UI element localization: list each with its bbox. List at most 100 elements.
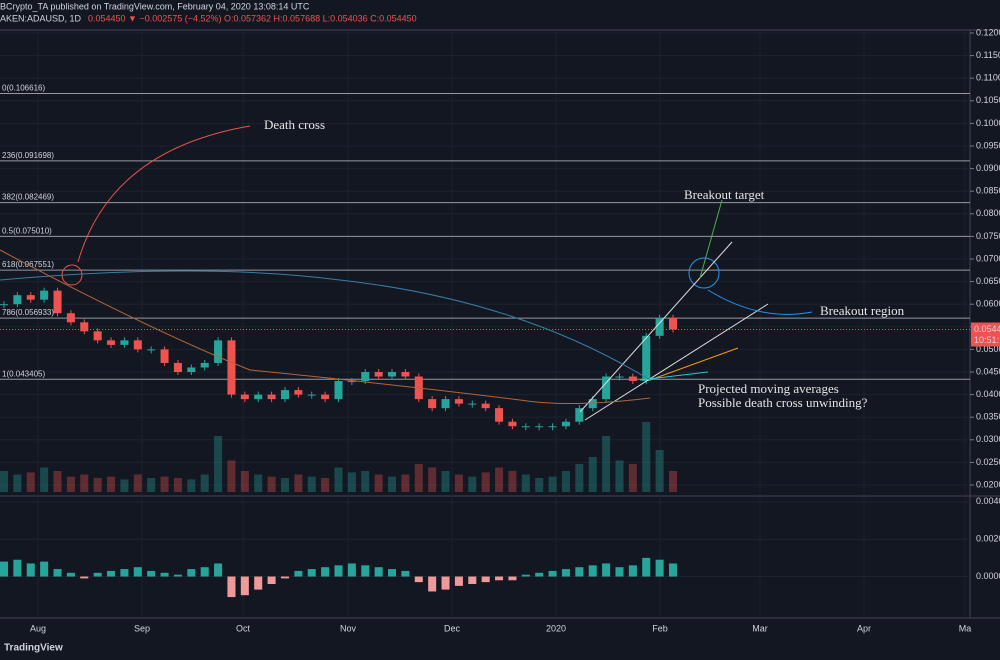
candle-body (428, 399, 437, 409)
candle-body (655, 317, 664, 336)
volume-bar (80, 474, 89, 492)
panes (0, 29, 1000, 619)
candle-body (227, 340, 236, 395)
header: BCrypto_TA published on TradingView.com,… (0, 1, 310, 11)
arrow-ma (639, 371, 709, 381)
macd-bar (26, 563, 35, 577)
macd-bar (602, 563, 611, 577)
candle-body (66, 313, 75, 323)
candle-body (187, 367, 196, 372)
volume-bar (294, 474, 303, 492)
volume-bar (668, 471, 678, 492)
macd-bar (214, 563, 223, 577)
drawings (0, 125, 813, 421)
volume-bar (401, 474, 410, 492)
macd-bar (347, 563, 356, 577)
countdown: 10:51: (974, 335, 999, 345)
volume-bar (307, 476, 316, 492)
candle-body (0, 304, 9, 306)
volume-bar (240, 471, 249, 492)
fib-label: 382(0.082469) (2, 193, 54, 202)
candle-body (454, 399, 463, 404)
volume-bar (508, 471, 517, 492)
macd-bar (321, 567, 330, 577)
volume-bar (147, 478, 156, 492)
candle-body (588, 399, 597, 409)
macd-bar (267, 576, 276, 584)
candle-body (294, 390, 303, 395)
candle-body (53, 290, 62, 314)
trendline (579, 241, 733, 413)
candle-body (214, 340, 223, 363)
ma-slow (0, 270, 651, 381)
macd-bar (575, 567, 584, 577)
volume-bar (588, 457, 597, 492)
candle-body (548, 426, 557, 428)
volume-bar (468, 476, 477, 492)
x-tick-label: Oct (236, 623, 251, 633)
macd-bar (481, 576, 490, 583)
macd-bar (334, 565, 343, 577)
candle-body (615, 376, 624, 378)
candle-body (401, 372, 410, 377)
volume-bar (187, 479, 196, 492)
candle-body (508, 421, 517, 427)
volume-bar (214, 436, 223, 492)
fib-label: 1(0.043405) (2, 369, 45, 378)
candle-body (160, 349, 169, 363)
macd-bar (254, 576, 263, 590)
candle-body (147, 349, 156, 351)
macd-bar (388, 569, 397, 577)
candle-body (561, 421, 570, 427)
circle (688, 257, 720, 289)
volume-bar (173, 478, 182, 492)
volume-bar (267, 476, 276, 492)
volume-bar (40, 467, 49, 492)
candle-body (26, 295, 35, 300)
annotation: Possible death cross unwinding? (698, 395, 868, 410)
x-tick-label: Ma (959, 623, 972, 633)
candle-body (80, 322, 89, 332)
candle-body (173, 362, 182, 372)
volume-bar (575, 464, 584, 492)
macd-bar (294, 570, 303, 577)
macd-bar (307, 569, 316, 577)
volume-bar (120, 479, 129, 492)
macd-bar (548, 570, 557, 577)
macd-tick-label: 0.0040 (976, 496, 1000, 506)
macd-bar (374, 567, 383, 577)
x-tick-label: Nov (340, 623, 357, 633)
candle-body (521, 426, 530, 428)
macd-bar (227, 576, 236, 598)
arrow-region (707, 289, 813, 315)
volume-bar (374, 474, 383, 492)
macd-bar (133, 567, 142, 577)
volume-bar (254, 474, 263, 492)
x-tick-label: 2020 (546, 623, 566, 633)
volume-bar (361, 471, 370, 492)
candle-body (441, 399, 450, 409)
volume-bar (321, 478, 330, 492)
candle-body (200, 362, 209, 368)
macd-bar (66, 572, 75, 577)
volume-bar (200, 474, 209, 492)
macd-bar (428, 576, 437, 592)
candle-body (535, 426, 544, 428)
volume-bar (454, 474, 463, 492)
arrow-ma (649, 347, 739, 381)
macd-bar (668, 563, 678, 577)
ma-fast (0, 249, 651, 405)
candle-body (468, 403, 477, 405)
volume-bar (0, 471, 9, 492)
annotation: Projected moving averages (698, 381, 839, 396)
volume-bar (13, 474, 22, 492)
x-tick-label: Feb (652, 623, 668, 633)
